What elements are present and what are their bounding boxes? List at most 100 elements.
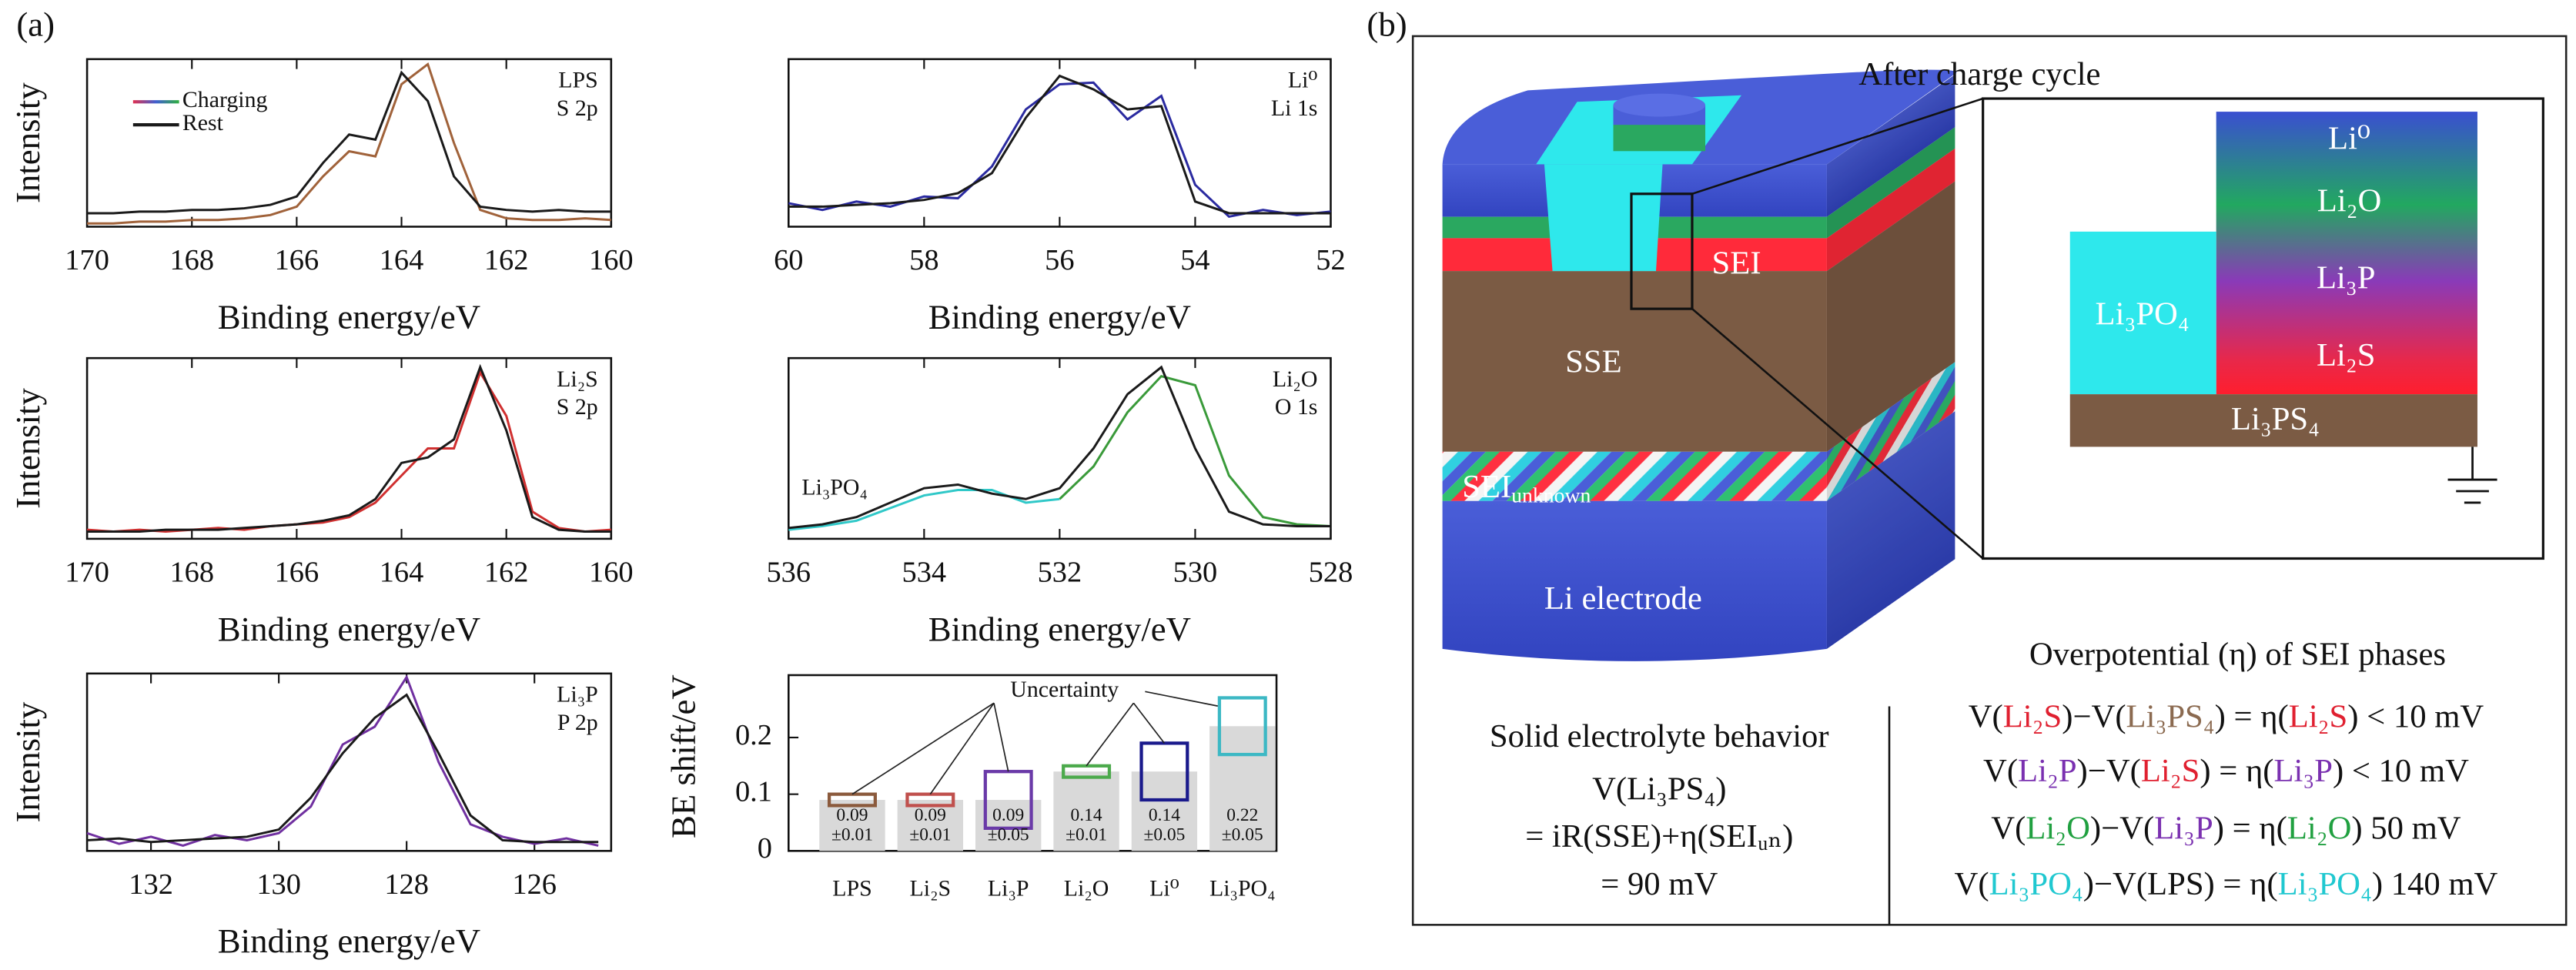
equation-part: Li₂P	[2018, 753, 2077, 789]
block-front	[1442, 164, 1827, 661]
equation-part: ) = η(	[2215, 698, 2289, 734]
inset-label: Li₃PS₄	[2231, 401, 2320, 437]
x-tick-label: 528	[1309, 557, 1353, 589]
equation-part: Li₃PO₄	[2278, 866, 2372, 902]
callout-box	[1630, 192, 1694, 310]
diagram-panel: After charge cycle SEI SSE SEIunknown Li…	[1411, 35, 2568, 926]
peak-label: Li 1s	[1271, 95, 1318, 121]
layer	[1442, 451, 1827, 501]
annotation-line	[1086, 702, 1135, 767]
x-tick-label: Li₃P	[988, 875, 1029, 901]
equation-part: Li₃PO₄	[1989, 866, 2083, 902]
panel-label: (b)	[1367, 5, 1407, 44]
layer	[1826, 127, 1955, 239]
y-tick-label: 0.1	[735, 775, 772, 808]
x-tick-label: LPS	[832, 875, 871, 901]
x-tick-label: 162	[484, 557, 529, 589]
x-tick-label: 166	[275, 557, 319, 589]
equation-part: Li₃P	[2273, 753, 2333, 789]
peak-label: Li₃P	[557, 682, 598, 707]
inset-label: Li⁰	[2328, 120, 2370, 156]
x-axis-title: Binding energy/eV	[218, 610, 480, 648]
error-label: ±0.05	[1222, 824, 1263, 845]
cyan-region	[1544, 164, 1663, 272]
bar	[819, 800, 885, 851]
error-label: ±0.01	[1066, 824, 1107, 845]
x-tick-label: 130	[256, 868, 301, 901]
peak-label: S 2p	[557, 95, 598, 121]
equation-part: V(	[1955, 866, 1989, 902]
x-tick-label: 58	[909, 244, 938, 276]
value-label: 0.22	[1226, 805, 1258, 825]
peak-label: LPS	[558, 68, 597, 93]
spectrum-line	[86, 674, 599, 848]
x-tick-label: Li₂O	[1064, 875, 1109, 901]
layer	[1442, 500, 1827, 661]
equation-part: V(	[1983, 753, 2018, 789]
equation-part: ) < 10 mV	[2347, 698, 2484, 734]
x-tick-label: Li₃PO₄	[1209, 875, 1276, 901]
x-tick-label: 56	[1045, 244, 1074, 276]
legend-label: Charging	[182, 87, 268, 112]
value-label: 0.14	[1149, 805, 1180, 825]
x-tick-label: 164	[380, 557, 424, 589]
layer	[1826, 74, 1955, 217]
equation-part: Li₂S	[2289, 698, 2348, 734]
peak-label: Li⁰	[1288, 68, 1318, 93]
bar	[897, 800, 964, 851]
equation-part: )−V(	[2090, 810, 2154, 846]
x-axis-title: Binding energy/eV	[928, 297, 1191, 336]
error-label: ±0.05	[1143, 824, 1185, 845]
y-axis-title: Intensity	[8, 82, 47, 203]
x-tick-label: 60	[774, 244, 803, 276]
peak-label: O 1s	[1275, 394, 1318, 420]
x-tick-label: 534	[902, 557, 947, 589]
x-tick-label: 54	[1180, 244, 1209, 276]
equation: V(Li₂S)−V(Li₃PS₄) = η(Li₂S) < 10 mV	[1969, 698, 2484, 734]
x-tick-label: 132	[129, 868, 173, 901]
equation-part: Li₃PS₄	[2126, 698, 2215, 734]
equation-part: ) < 10 mV	[2333, 753, 2469, 789]
equation: V(Li₃PO₄)−V(LPS) = η(Li₃PO₄) 140 mV	[1955, 866, 2498, 902]
equation-part: Li₂O	[2287, 810, 2352, 846]
callout-line	[1691, 97, 1984, 196]
layer	[1826, 181, 1955, 452]
spectrum-line	[87, 70, 611, 215]
value-label: 0.09	[915, 805, 946, 825]
bar	[1053, 771, 1119, 851]
legend-label: Rest	[182, 110, 224, 135]
error-label: ±0.05	[988, 824, 1029, 845]
equation-part: ) = η(	[2200, 753, 2273, 789]
x-tick-label: 162	[484, 244, 529, 276]
equation-part: ) 50 mV	[2351, 810, 2461, 846]
error-label: ±0.01	[831, 824, 873, 845]
bar-chart: 00.10.2BE shift/eV 0.09±0.01LPS0.09±0.01L…	[664, 674, 1278, 901]
layer	[1826, 411, 1955, 649]
inset-label: Li₃P	[2317, 260, 2376, 296]
label-sub: unknown	[1511, 484, 1591, 508]
y-axis-title: Intensity	[8, 701, 47, 822]
annotation-line	[993, 703, 1009, 772]
x-axis-title: Binding energy/eV	[218, 922, 480, 960]
spectrum-line	[788, 489, 1060, 531]
layer	[1826, 148, 1955, 272]
disc-top	[1613, 93, 1706, 117]
x-tick-label: Li⁰	[1149, 875, 1179, 901]
equation-part: Li₃P	[2154, 810, 2213, 846]
overpotential-title: Overpotential (η) of SEI phases	[2029, 636, 2446, 672]
spectrum-chart: 132 130 128 126 Li₃P P 2p Intensity Binding ene…	[8, 672, 613, 960]
layer	[1442, 271, 1827, 452]
spectrum-line	[87, 363, 611, 533]
plot-frame	[85, 672, 613, 852]
equation-part: ) = η(	[2213, 810, 2287, 846]
equation-part: Li₂O	[2026, 810, 2090, 846]
x-tick-label: 166	[275, 244, 319, 276]
layer	[1826, 362, 1955, 501]
equation-part: Li₂S	[2003, 698, 2062, 734]
block-side	[1826, 74, 1955, 649]
uncertainty-box	[1217, 696, 1267, 757]
plot-frame	[85, 356, 613, 540]
